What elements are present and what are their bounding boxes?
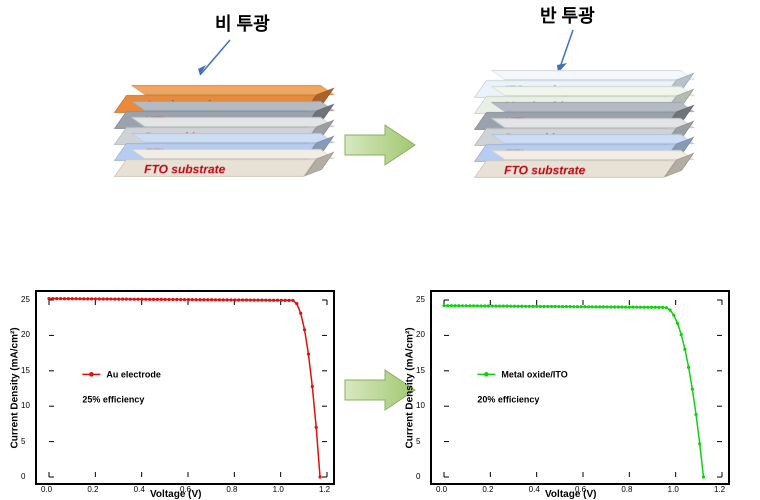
- xtick: 1.0: [273, 485, 284, 494]
- xtick: 1.0: [668, 485, 679, 494]
- jv-chart-left: Au electrode25% efficiency 0.00.20.40.60…: [35, 290, 335, 485]
- ytick: 25: [21, 295, 30, 304]
- svg-text:20% efficiency: 20% efficiency: [477, 394, 539, 404]
- ytick: 20: [416, 330, 425, 339]
- jv-chart-right: Metal oxide/ITO20% efficiency 0.00.20.40…: [430, 290, 730, 485]
- ytick: 0: [416, 472, 420, 481]
- layer-stack-left: Au electrodeHTLPerovskiteETLFTO substrat…: [120, 95, 310, 175]
- ytick: 25: [416, 295, 425, 304]
- xtick: 0.4: [529, 485, 540, 494]
- xtick: 0.2: [482, 485, 493, 494]
- xtick: 0.8: [621, 485, 632, 494]
- ytick: 10: [21, 401, 30, 410]
- layer: FTO substrate: [474, 160, 677, 178]
- svg-text:Au electrode: Au electrode: [106, 369, 161, 379]
- ytick: 0: [21, 472, 25, 481]
- xtick: 1.2: [319, 485, 330, 494]
- chart-right-ylabel: Current Density (mA/cm²): [405, 319, 416, 449]
- chart-right-xlabel: Voltage (V): [545, 489, 596, 500]
- ytick: 5: [21, 437, 25, 446]
- ytick: 15: [21, 366, 30, 375]
- pointer-arrow-left: [190, 35, 240, 85]
- layer: FTO substrate: [114, 159, 317, 177]
- title-left: 비 투광: [215, 10, 270, 36]
- chart-left-xlabel: Voltage (V): [150, 489, 201, 500]
- layer-stack-right: ITO coatingMetal oxideHTLPerovskiteETLFT…: [480, 80, 670, 176]
- ytick: 15: [416, 366, 425, 375]
- layer-label: FTO substrate: [120, 160, 308, 177]
- ytick: 10: [416, 401, 425, 410]
- xtick: 1.2: [714, 485, 725, 494]
- xtick: 0.2: [87, 485, 98, 494]
- ytick: 20: [21, 330, 30, 339]
- svg-text:Metal oxide/ITO: Metal oxide/ITO: [501, 369, 567, 379]
- transition-arrow-top: [340, 120, 420, 170]
- xtick: 0.8: [226, 485, 237, 494]
- xtick: 0.4: [134, 485, 145, 494]
- xtick: 0.0: [436, 485, 447, 494]
- xtick: 0.0: [41, 485, 52, 494]
- ytick: 5: [416, 437, 420, 446]
- chart-left-ylabel: Current Density (mA/cm²): [10, 319, 21, 449]
- layer-label: FTO substrate: [480, 161, 668, 178]
- svg-text:25% efficiency: 25% efficiency: [82, 394, 144, 404]
